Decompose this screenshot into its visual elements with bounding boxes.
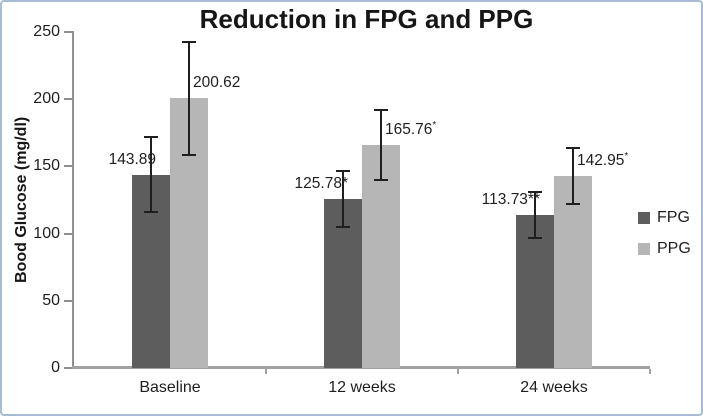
y-tick-label: 250: [33, 23, 60, 40]
error-bar-fpg-0: [150, 136, 152, 213]
error-bar-cap-top: [144, 135, 158, 138]
error-bar-cap-bottom: [336, 226, 350, 229]
data-label-fpg-2: 113.73**: [481, 191, 540, 209]
x-axis-tick-mark: [457, 369, 459, 374]
legend-item-fpg: FPG: [638, 209, 691, 226]
legend-item-ppg: PPG: [638, 240, 691, 257]
y-tick-mark: [64, 299, 74, 302]
error-bar-fpg-1: [342, 170, 344, 228]
y-axis-line: [72, 32, 74, 368]
data-label-fpg-1: 125.78*: [294, 174, 348, 192]
bar-ppg-1: [362, 145, 400, 368]
error-bar-fpg-2: [534, 192, 536, 238]
y-tick-mark: [64, 165, 74, 168]
error-bar-cap-top: [566, 146, 580, 149]
legend-label-fpg: FPG: [657, 209, 690, 226]
fpg-swatch-icon: [638, 212, 650, 224]
bar-ppg-2: [554, 175, 592, 368]
x-axis-tick-mark: [265, 369, 267, 374]
bar-fpg-2: [516, 215, 554, 368]
error-bar-ppg-1: [380, 110, 382, 181]
error-bar-cap-bottom: [182, 153, 196, 156]
x-category-label: Baseline: [139, 379, 201, 396]
data-label-ppg-2: 142.95*: [577, 150, 629, 169]
legend-label-ppg: PPG: [657, 240, 691, 257]
y-tick-label: 150: [33, 157, 60, 175]
error-bar-cap-bottom: [374, 179, 388, 182]
error-bar-cap-top: [374, 109, 388, 112]
data-label-ppg-0: 200.62: [193, 74, 241, 92]
y-tick-mark: [64, 98, 74, 101]
x-category-label: 24 weeks: [520, 379, 588, 396]
error-bar-ppg-2: [572, 147, 574, 205]
chart-title: Reduction in FPG and PPG: [199, 4, 534, 34]
y-tick-mark: [64, 232, 74, 235]
y-tick-label: 0: [51, 359, 60, 376]
x-category-label: 12 weeks: [328, 379, 396, 396]
data-label-fpg-0: 143.89: [108, 150, 156, 168]
error-bar-cap-bottom: [144, 211, 158, 214]
legend: FPG PPG: [638, 209, 691, 257]
y-tick-mark: [64, 31, 74, 33]
error-bar-cap-top: [336, 169, 350, 172]
error-bar-cap-top: [182, 40, 196, 43]
data-label-ppg-1: 165.76*: [385, 120, 437, 139]
error-bar-ppg-0: [188, 41, 190, 155]
y-tick-mark: [64, 367, 74, 369]
y-tick-label: 100: [33, 224, 60, 242]
y-tick-label: 200: [33, 90, 60, 108]
error-bar-cap-bottom: [566, 203, 580, 206]
ppg-swatch-icon: [638, 243, 650, 255]
error-bar-cap-bottom: [528, 236, 542, 239]
x-axis-tick-mark: [649, 369, 651, 374]
error-bar-cap-top: [528, 191, 542, 194]
y-tick-label: 50: [42, 291, 60, 309]
